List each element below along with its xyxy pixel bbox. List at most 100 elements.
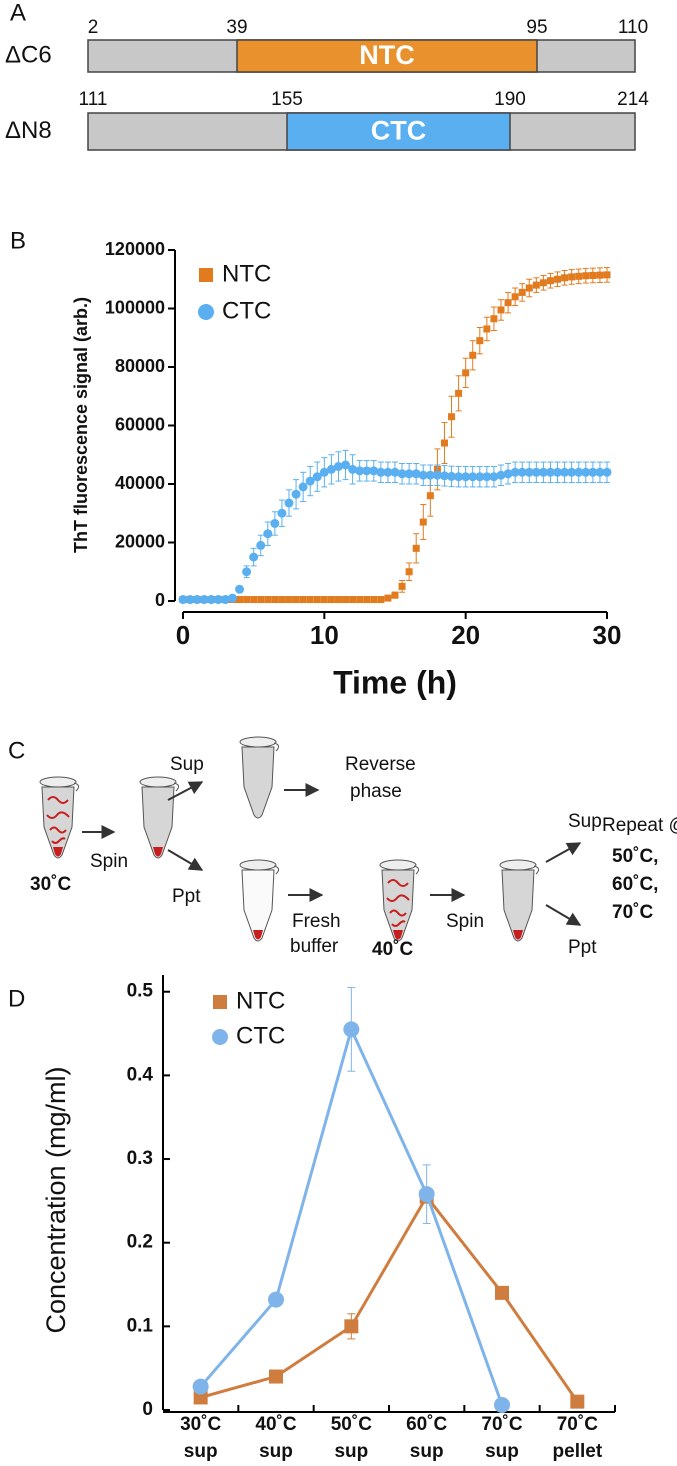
residue-number: 214 [617,89,649,110]
data-point [278,596,286,604]
step-text: 70˚C [612,902,653,923]
x-tick-label: 40˚C [255,1414,296,1435]
y-tick-label: 60000 [115,414,165,434]
data-point [344,1319,359,1334]
construct-name: ΔC6 [5,41,52,68]
y-tick-label: 120000 [105,239,165,259]
x-tick-label: 70˚C [481,1414,522,1435]
data-point [554,275,562,283]
data-point [448,413,456,421]
data-point [602,467,612,477]
data-point [504,299,512,307]
step-text: Fresh [292,911,341,932]
data-point [469,351,477,359]
residue-number: 155 [271,89,303,110]
data-point [426,492,434,500]
data-point [242,567,252,577]
data-point [419,518,427,526]
data-point [439,471,449,481]
x-tick-label: 70˚C [557,1414,598,1435]
legend-marker [199,268,213,282]
data-point [398,582,406,590]
x-tick-label: sup [184,1441,218,1462]
data-point [390,467,400,477]
data-point [588,467,598,477]
data-point [432,470,442,480]
step-text: 30˚C [30,874,71,895]
data-point [285,596,293,604]
data-point [284,498,294,508]
data-point [545,467,555,477]
data-point [582,272,590,280]
tube [239,859,280,942]
y-tick-label: 0.3 [127,1148,153,1169]
x-tick-label: 60˚C [406,1414,447,1435]
data-point [327,596,335,604]
data-point [384,594,392,602]
data-point [333,461,343,471]
data-point [250,596,258,604]
step-text: Repeat @ [602,815,677,836]
data-point [494,1396,510,1413]
data-point [531,467,541,477]
data-point [581,467,591,477]
data-point [220,595,230,605]
data-point [483,325,491,333]
data-point [511,293,519,301]
data-point [425,470,435,480]
data-point [270,518,280,528]
data-point [192,1378,209,1395]
data-point [263,529,273,539]
residue-number: 190 [494,89,526,110]
data-point [383,467,393,477]
data-point [411,469,421,479]
y-tick-label: 0.1 [127,1315,154,1336]
data-point [524,467,534,477]
construct-name: ΔN8 [5,117,52,144]
workflow: Spin Sup Ppt Reverse phase 30˚C Fresh bu… [30,736,677,960]
x-tick-label: sup [410,1441,444,1462]
data-point [269,1369,283,1384]
data-point [306,596,314,604]
x-tick-label: 30˚C [180,1414,221,1435]
data-point [257,596,265,604]
domain-region [286,112,511,151]
step-text: 60˚C, [612,874,658,895]
data-point [355,466,365,476]
data-point [418,470,428,480]
data-point [319,467,329,477]
data-point [539,279,547,287]
data-point [553,467,563,477]
legend-marker [212,1029,228,1045]
data-point [525,284,533,292]
data-point [199,595,209,605]
step-text: 50˚C, [612,846,658,867]
data-point [268,1291,284,1308]
data-point [326,464,336,474]
domain-region [236,39,538,73]
x-tick-label: sup [485,1441,519,1462]
panel-label: A [10,0,26,26]
y-tick-label: 0.5 [127,981,154,1002]
data-point [476,337,484,345]
data-point [489,472,499,482]
data-point [560,467,570,477]
step-text: phase [350,781,402,802]
x-tick-label: 30 [593,620,622,650]
data-point [391,591,399,599]
data-point [538,467,548,477]
data-point [227,593,237,603]
data-point [490,315,498,323]
data-point [369,466,379,476]
data-point [342,596,350,604]
legend-label: NTC [222,260,271,287]
data-point [568,273,576,281]
y-tick-label: 80000 [115,356,165,376]
data-point [497,306,505,314]
data-point [256,540,266,550]
data-point [356,596,364,604]
series-line [200,1194,579,1403]
tube [239,736,280,819]
y-tick-label: 0 [155,590,165,610]
data-point [567,467,577,477]
